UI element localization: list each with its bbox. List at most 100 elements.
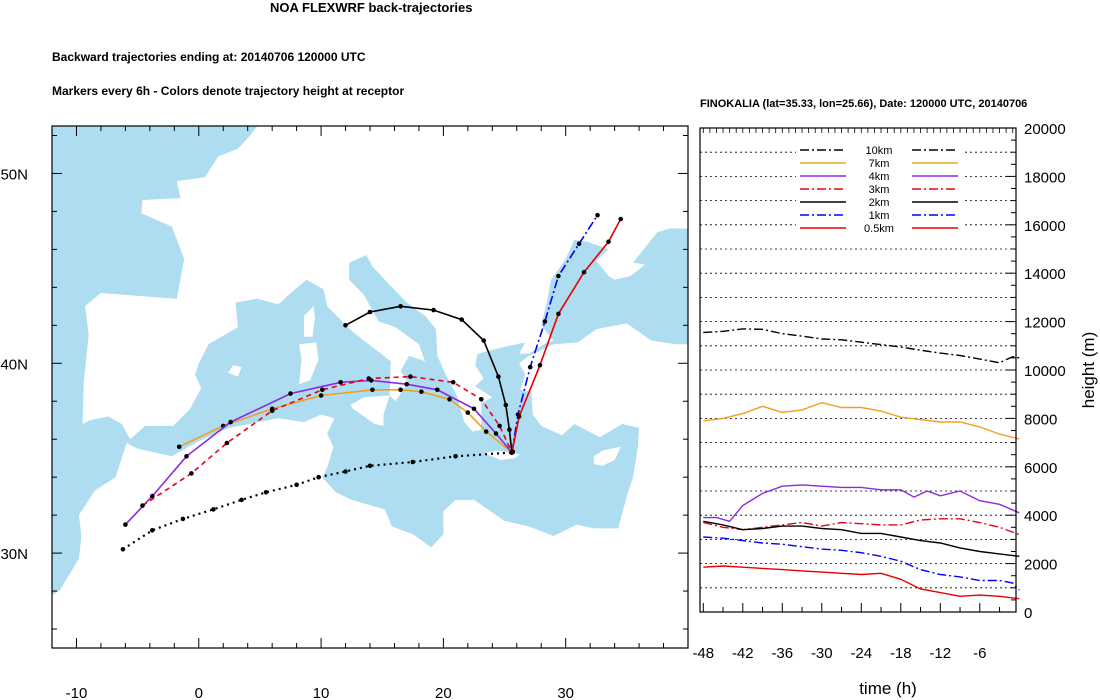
profile-y-tick-label: 6000: [1024, 460, 1057, 477]
corsica: [304, 306, 315, 337]
profile-series-3km: [703, 518, 1020, 536]
trajectory-marker: [224, 440, 230, 446]
trajectory-marker: [140, 503, 145, 508]
trajectory-marker: [576, 241, 582, 246]
trajectory-marker: [447, 397, 452, 402]
trajectory-marker: [471, 406, 477, 412]
trajectory-marker: [269, 408, 275, 414]
legend-label: 0.5km: [864, 223, 894, 235]
profile-x-tick-label: -30: [811, 645, 833, 662]
trajectory-marker: [481, 338, 487, 343]
profile-y-tick-label: 4000: [1024, 508, 1057, 525]
profile-y-tick-label: 10000: [1024, 363, 1066, 380]
trajectory-marker: [556, 311, 561, 317]
trajectory-marker: [435, 387, 440, 393]
profile-y-tick-label: 2000: [1024, 557, 1057, 574]
trajectory-marker: [398, 304, 403, 309]
profile-y-tick-label: 20000: [1024, 121, 1066, 138]
subtitle-ending-time: Backward trajectories ending at: 2014070…: [52, 50, 366, 64]
trajectory-map: -10 0 10 20 30 30N 40N 50N: [0, 125, 689, 700]
map-y-tick-label: 30N: [0, 546, 28, 563]
sicily: [350, 395, 390, 426]
trajectory-4km: [124, 379, 513, 526]
trajectory-marker: [228, 419, 233, 425]
trajectory-marker: [493, 431, 499, 436]
land-masses: [52, 126, 689, 648]
profile-x-axis-title: time (h): [859, 679, 917, 698]
trajectory-marker: [507, 427, 512, 433]
trajectory-marker: [184, 454, 189, 459]
trajectory-marker: [595, 212, 600, 218]
profile-x-tick-label: -6: [973, 645, 986, 662]
trajectory-marker: [211, 507, 216, 512]
trajectory-marker: [370, 387, 375, 393]
profile-y-tick-label: 8000: [1024, 411, 1057, 428]
legend-label: 2km: [869, 197, 890, 209]
profile-x-tick-label: -24: [850, 645, 872, 662]
map-x-tick-label: -10: [66, 685, 88, 700]
main-title: NOA FLEXWRF back-trajectories: [270, 0, 473, 15]
trajectory-marker: [398, 387, 403, 393]
profile-y-tick-label: 12000: [1024, 315, 1066, 332]
legend-label: 3km: [869, 184, 890, 196]
profile-y-tick-label: 16000: [1024, 218, 1066, 235]
trajectory-marker: [503, 402, 509, 408]
trajectory-lines: [120, 212, 623, 552]
cyprus: [593, 446, 621, 466]
trajectory-marker: [410, 459, 416, 465]
map-x-tick-label: 10: [313, 685, 330, 700]
trajectory-marker: [239, 497, 244, 503]
trajectory-marker: [150, 493, 155, 499]
legend-label: 7km: [869, 158, 890, 170]
map-y-tick-label: 40N: [0, 356, 28, 373]
profile-series-10km: [703, 328, 1020, 364]
trajectory-marker: [606, 239, 611, 245]
trajectory-marker: [338, 380, 343, 385]
trajectory-marker: [479, 397, 484, 402]
trajectory-marker: [367, 463, 373, 469]
trajectory-marker: [483, 429, 489, 434]
trajectory-marker: [150, 528, 155, 533]
trajectory-marker: [320, 387, 325, 393]
trajectory-marker: [556, 273, 561, 279]
trajectory-marker: [367, 309, 373, 315]
trajectory-marker: [542, 319, 548, 324]
profile-y-tick-label: 14000: [1024, 266, 1066, 283]
profile-x-tick-label: -42: [732, 645, 754, 662]
profile-series-7km: [703, 401, 1020, 440]
trajectory-marker: [431, 307, 436, 313]
mallorca: [228, 365, 242, 377]
north-africa-middle-east-landmass: [52, 323, 688, 648]
map-x-tick-label: 20: [435, 685, 452, 700]
trajectory-marker: [459, 317, 465, 322]
profile-x-tick-label: -36: [771, 645, 793, 662]
trajectory-marker: [180, 516, 186, 522]
profile-series-1km: [703, 536, 1020, 591]
profile-series-2km: [703, 520, 1020, 557]
trajectory-marker: [537, 362, 543, 368]
subtitle-markers-note: Markers every 6h - Colors denote traject…: [52, 84, 405, 98]
trajectory-marker: [343, 469, 348, 474]
map-axis-ticks: -10 0 10 20 30 30N 40N 50N: [0, 126, 688, 700]
trajectory-marker: [581, 269, 587, 275]
map-x-tick-label: 30: [557, 685, 574, 700]
trajectory-marker: [123, 522, 128, 527]
map-x-tick-label: 0: [195, 685, 203, 700]
profile-x-tick-label: -48: [692, 645, 714, 662]
trajectory-marker: [497, 423, 502, 429]
profile-series-4km: [703, 484, 1020, 523]
trajectory-marker: [450, 380, 456, 385]
trajectory-marker: [453, 454, 458, 459]
trajectory-marker: [465, 410, 471, 415]
trajectory-2km: [345, 305, 513, 453]
profile-series-0p5km: [703, 565, 1020, 600]
map-y-tick-label: 50N: [0, 166, 28, 183]
trajectory-marker: [408, 374, 413, 379]
trajectory-marker: [263, 490, 269, 495]
legend-label: 4km: [869, 171, 890, 183]
trajectory-marker: [294, 482, 299, 488]
profile-axis-ticks: -48 -42 -36 -30 -24 -18 -12 -6 0 2000 4000 6000 8000…: [692, 121, 1065, 662]
legend-label: 1km: [869, 210, 890, 222]
trajectory-marker: [404, 381, 410, 387]
